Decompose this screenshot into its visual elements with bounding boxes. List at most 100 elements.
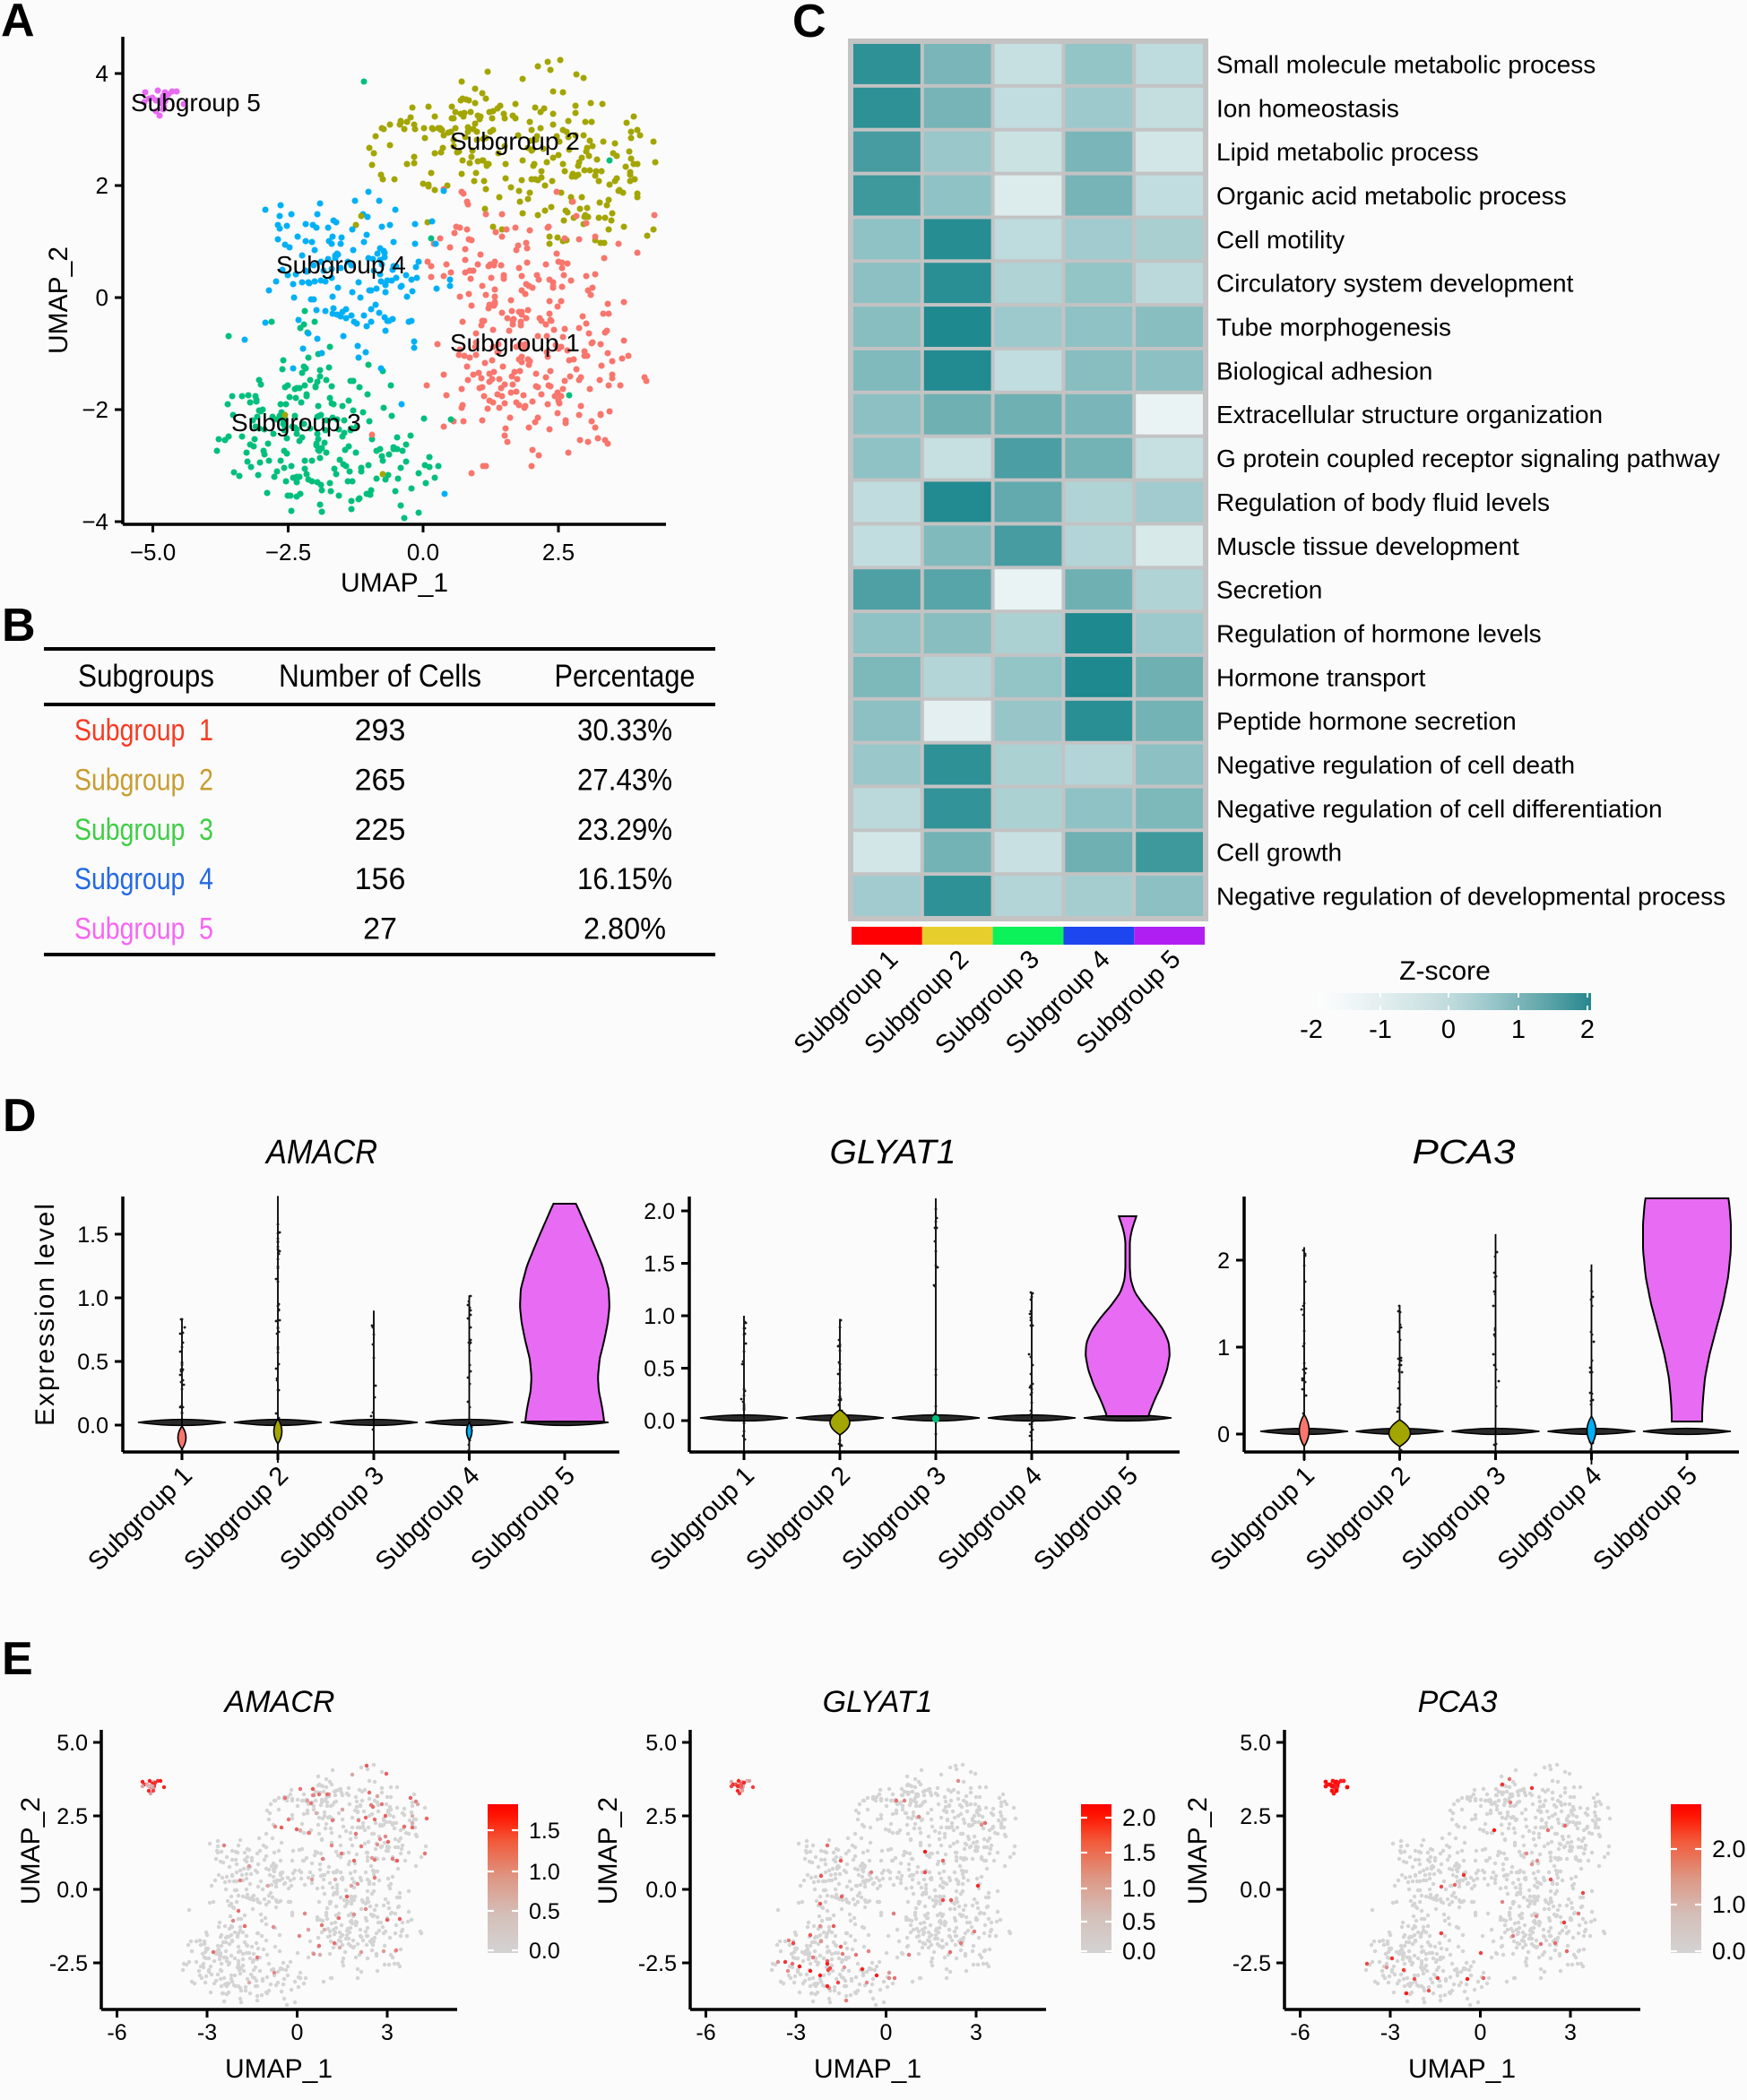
- svg-text:5.0: 5.0: [1240, 1731, 1271, 1756]
- svg-text:D: D: [3, 1090, 37, 1142]
- svg-text:Extracellular structure organi: Extracellular structure organization: [1216, 401, 1603, 428]
- svg-text:Subgroups: Subgroups: [78, 659, 214, 694]
- svg-text:0.0: 0.0: [407, 539, 439, 566]
- svg-text:0: 0: [291, 2020, 304, 2045]
- svg-text:UMAP_1: UMAP_1: [341, 568, 448, 598]
- svg-text:2.0: 2.0: [644, 1199, 675, 1224]
- svg-text:−2.5: −2.5: [265, 539, 311, 566]
- svg-text:3: 3: [970, 2020, 982, 2045]
- svg-text:Circulatory system development: Circulatory system development: [1216, 270, 1574, 298]
- svg-text:2: 2: [1217, 1249, 1230, 1274]
- svg-text:Z-score: Z-score: [1399, 956, 1491, 986]
- svg-text:Cell motility: Cell motility: [1216, 226, 1345, 254]
- svg-text:UMAP_2: UMAP_2: [16, 1797, 46, 1905]
- svg-text:156: 156: [355, 862, 406, 896]
- svg-text:27.43%: 27.43%: [577, 763, 672, 797]
- svg-text:1.0: 1.0: [644, 1304, 675, 1329]
- svg-text:16.15%: 16.15%: [577, 862, 672, 896]
- svg-text:23.29%: 23.29%: [577, 813, 672, 847]
- svg-text:Subgroup 5: Subgroup 5: [131, 89, 261, 117]
- svg-text:0.0: 0.0: [1240, 1878, 1271, 1903]
- svg-text:UMAP_2: UMAP_2: [593, 1797, 623, 1905]
- svg-text:Subgroup 3: Subgroup 3: [74, 813, 213, 847]
- svg-text:-3: -3: [786, 2020, 806, 2045]
- svg-text:Regulation of body fluid level: Regulation of body fluid levels: [1216, 488, 1550, 516]
- svg-text:Small molecule metabolic proce: Small molecule metabolic process: [1216, 50, 1596, 78]
- svg-text:Lipid metabolic process: Lipid metabolic process: [1216, 138, 1479, 166]
- svg-text:0.0: 0.0: [77, 1413, 108, 1439]
- svg-text:Tube morphogenesis: Tube morphogenesis: [1216, 314, 1451, 341]
- svg-text:-2.5: -2.5: [638, 1951, 677, 1976]
- svg-text:0.0: 0.0: [1122, 1938, 1156, 1965]
- svg-text:0: 0: [1441, 1015, 1456, 1044]
- svg-text:0.0: 0.0: [529, 1939, 560, 1964]
- svg-text:Negative regulation of develop: Negative regulation of developmental pro…: [1216, 883, 1725, 911]
- svg-text:1.0: 1.0: [1122, 1875, 1156, 1902]
- svg-text:Subgroup 3: Subgroup 3: [231, 409, 361, 436]
- svg-text:−4: −4: [82, 508, 108, 535]
- svg-text:UMAP_1: UMAP_1: [814, 2054, 921, 2084]
- svg-text:0.0: 0.0: [1712, 1938, 1746, 1965]
- svg-text:1.0: 1.0: [1712, 1891, 1746, 1918]
- svg-text:UMAP_2: UMAP_2: [44, 246, 74, 354]
- svg-text:B: B: [2, 600, 36, 652]
- svg-text:1.0: 1.0: [529, 1860, 560, 1885]
- svg-text:Subgroup 5: Subgroup 5: [74, 912, 213, 946]
- svg-text:2.0: 2.0: [1712, 1836, 1746, 1862]
- svg-text:2.0: 2.0: [1122, 1804, 1156, 1831]
- svg-text:0.0: 0.0: [645, 1878, 677, 1903]
- svg-text:Negative regulation of cell di: Negative regulation of cell differentiat…: [1216, 795, 1663, 823]
- svg-text:Hormone transport: Hormone transport: [1216, 663, 1426, 691]
- svg-text:Ion homeostasis: Ion homeostasis: [1216, 94, 1399, 122]
- svg-text:Organic acid metabolic process: Organic acid metabolic process: [1216, 182, 1567, 210]
- svg-text:0.5: 0.5: [644, 1357, 675, 1382]
- svg-text:0.0: 0.0: [56, 1878, 88, 1903]
- svg-text:AMACR: AMACR: [264, 1134, 377, 1171]
- svg-text:Subgroup 1: Subgroup 1: [450, 329, 580, 357]
- svg-text:E: E: [2, 1633, 33, 1685]
- svg-text:Subgroup 4: Subgroup 4: [276, 251, 406, 279]
- svg-text:225: 225: [355, 813, 406, 847]
- svg-text:Biological adhesion: Biological adhesion: [1216, 357, 1432, 385]
- svg-text:1.5: 1.5: [1122, 1839, 1156, 1866]
- svg-text:-6: -6: [1290, 2020, 1310, 2045]
- svg-text:Muscle tissue development: Muscle tissue development: [1216, 532, 1519, 560]
- svg-text:A: A: [1, 0, 35, 47]
- svg-text:0: 0: [96, 284, 108, 311]
- svg-text:-6: -6: [696, 2020, 715, 2045]
- svg-text:−2: −2: [82, 396, 108, 423]
- svg-text:-3: -3: [1380, 2020, 1400, 2045]
- svg-text:UMAP_1: UMAP_1: [1408, 2054, 1516, 2084]
- svg-text:1.5: 1.5: [77, 1223, 108, 1248]
- svg-text:−5.0: −5.0: [130, 539, 176, 566]
- svg-text:0: 0: [880, 2020, 893, 2045]
- svg-text:-2.5: -2.5: [1232, 1951, 1271, 1976]
- svg-text:-1: -1: [1369, 1015, 1392, 1044]
- svg-text:5.0: 5.0: [645, 1731, 677, 1756]
- svg-text:2.5: 2.5: [56, 1804, 88, 1829]
- svg-text:Percentage: Percentage: [555, 659, 696, 694]
- svg-text:-3: -3: [197, 2020, 217, 2045]
- svg-text:3: 3: [1564, 2020, 1577, 2045]
- svg-text:Negative regulation of cell de: Negative regulation of cell death: [1216, 751, 1575, 779]
- svg-text:Subgroup 4: Subgroup 4: [74, 862, 213, 896]
- svg-text:Subgroup 2: Subgroup 2: [450, 127, 580, 155]
- svg-text:1: 1: [1511, 1015, 1526, 1044]
- svg-text:0.5: 0.5: [1122, 1908, 1156, 1935]
- svg-text:C: C: [792, 0, 826, 48]
- svg-text:2.80%: 2.80%: [584, 912, 666, 946]
- svg-text:Expression level: Expression level: [30, 1204, 60, 1426]
- svg-text:Peptide hormone secretion: Peptide hormone secretion: [1216, 707, 1517, 735]
- svg-text:2.5: 2.5: [542, 539, 575, 566]
- svg-text:0: 0: [1217, 1422, 1230, 1448]
- svg-text:Subgroup 2: Subgroup 2: [74, 763, 213, 797]
- svg-text:30.33%: 30.33%: [577, 713, 672, 748]
- svg-text:PCA3: PCA3: [1413, 1134, 1516, 1171]
- svg-text:Number of Cells: Number of Cells: [279, 659, 481, 694]
- svg-text:-2: -2: [1300, 1015, 1323, 1044]
- svg-text:UMAP_1: UMAP_1: [225, 2054, 333, 2084]
- svg-text:0.5: 0.5: [529, 1899, 560, 1924]
- svg-text:Cell growth: Cell growth: [1216, 839, 1342, 867]
- svg-text:1: 1: [1217, 1335, 1230, 1361]
- svg-text:1.5: 1.5: [529, 1819, 560, 1844]
